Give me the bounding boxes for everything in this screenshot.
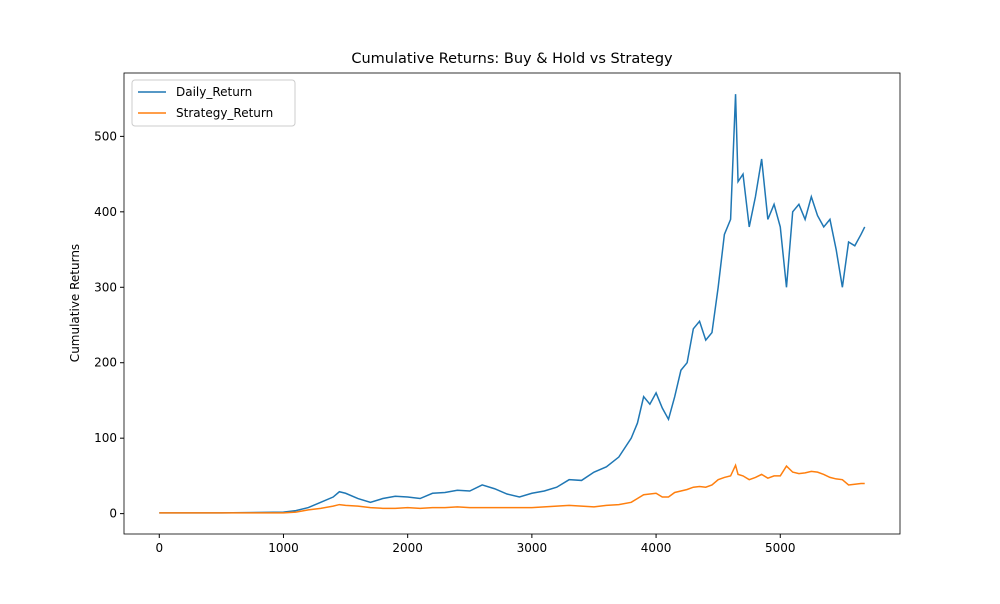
line-series [159,463,865,514]
y-tick-label: 0 [109,507,117,521]
y-tick-label: 200 [94,356,117,370]
line-series [159,94,866,514]
plot-frame [123,72,901,535]
x-tick-label: 3000 [517,541,548,555]
y-tick-label: 300 [94,280,117,294]
y-tick-label: 400 [94,205,117,219]
y-tick-label: 100 [94,431,117,445]
x-tick-label: 1000 [268,541,299,555]
y-axis-label: Cumulative Returns [68,244,82,362]
legend-box [131,79,296,127]
chart-title: Cumulative Returns: Buy & Hold vs Strate… [351,51,673,67]
x-tick-label: 2000 [392,541,423,555]
y-tick-label: 500 [94,129,117,143]
legend-label: Strategy_Return [176,106,273,120]
x-tick-label: 5000 [765,541,796,555]
legend-label: Daily_Return [176,85,252,99]
x-tick-label: 4000 [641,541,672,555]
x-tick-label: 0 [155,541,163,555]
